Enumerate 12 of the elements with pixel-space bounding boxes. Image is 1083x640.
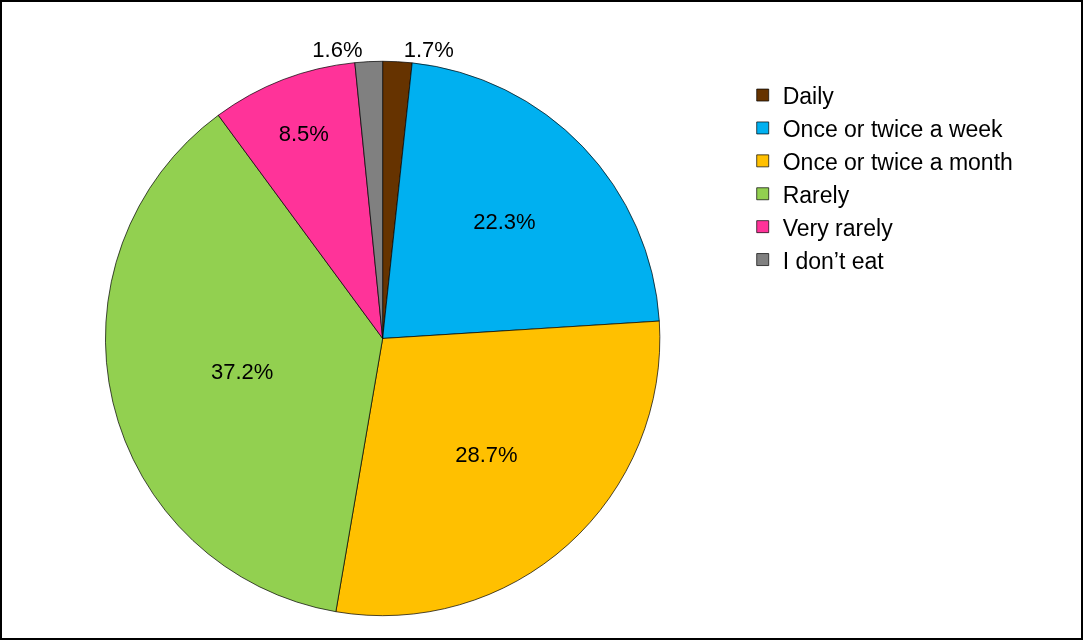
data-label: 1.6% <box>312 36 363 62</box>
legend-label: Once or twice a month <box>782 148 1013 175</box>
data-label: 22.3% <box>473 209 536 235</box>
data-label: 8.5% <box>278 121 329 147</box>
legend-label: Daily <box>782 83 835 110</box>
data-label: 28.7% <box>455 441 518 467</box>
data-label: 1.7% <box>403 36 454 62</box>
legend-label: Once or twice a week <box>782 115 1004 142</box>
data-label: 37.2% <box>210 359 274 385</box>
legend-label: I don’t eat <box>782 247 885 274</box>
legend-label: Very rarely <box>782 214 894 241</box>
legend-label: Rarely <box>782 181 850 208</box>
